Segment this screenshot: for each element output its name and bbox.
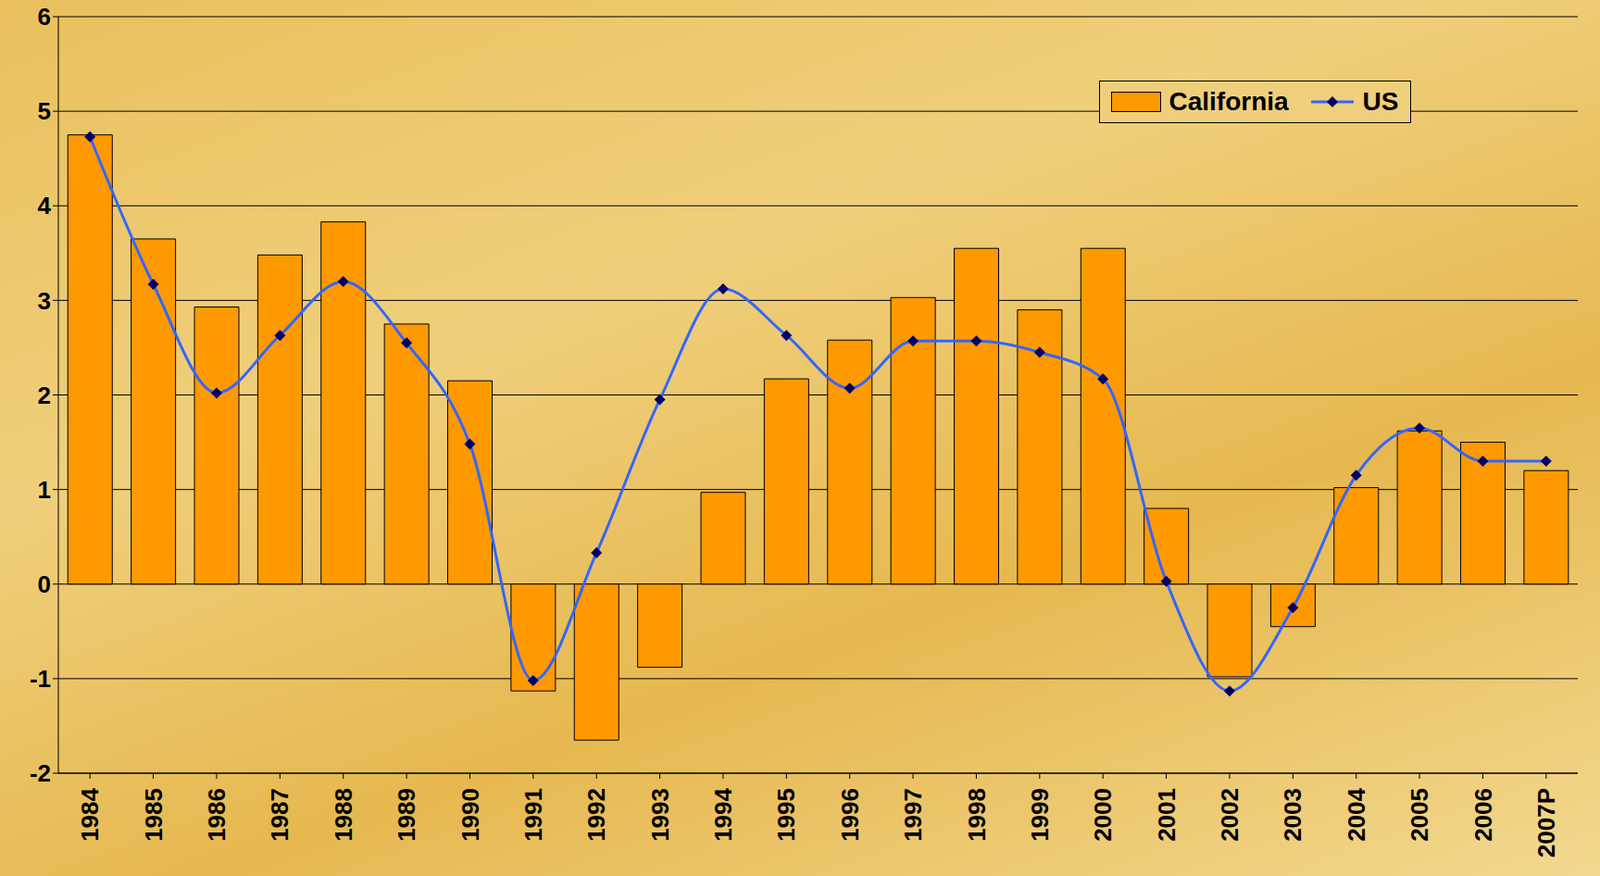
svg-text:1992: 1992 xyxy=(582,787,611,842)
svg-text:2007P: 2007P xyxy=(1532,787,1561,858)
svg-text:1990: 1990 xyxy=(456,787,485,842)
svg-text:1988: 1988 xyxy=(329,787,358,842)
html-text:US: US xyxy=(1362,87,1399,117)
svg-text:1991: 1991 xyxy=(519,787,548,842)
svg-text:1998: 1998 xyxy=(962,787,991,842)
svg-text:1997: 1997 xyxy=(899,787,927,842)
svg-text:2001: 2001 xyxy=(1152,787,1181,842)
svg-text:2: 2 xyxy=(37,381,51,410)
svg-text:6: 6 xyxy=(37,2,51,31)
svg-text:1999: 1999 xyxy=(1025,787,1054,842)
svg-text:1994: 1994 xyxy=(709,787,738,841)
svg-text:1: 1 xyxy=(37,475,51,504)
svg-text:2003: 2003 xyxy=(1278,787,1307,842)
svg-text:1996: 1996 xyxy=(836,787,864,842)
svg-text:2005: 2005 xyxy=(1405,787,1434,842)
svg-text:4: 4 xyxy=(37,191,52,220)
svg-text:-2: -2 xyxy=(29,759,51,788)
svg-text:2000: 2000 xyxy=(1088,787,1117,842)
svg-text:1987: 1987 xyxy=(265,787,294,842)
svg-text:2004: 2004 xyxy=(1342,787,1371,841)
svg-text:2006: 2006 xyxy=(1469,787,1498,842)
svg-text:3: 3 xyxy=(37,287,51,315)
svg-text:5: 5 xyxy=(37,97,51,125)
svg-text:-1: -1 xyxy=(29,664,51,693)
svg-text:1995: 1995 xyxy=(772,787,800,842)
svg-text:1984: 1984 xyxy=(75,787,104,841)
svg-text:1989: 1989 xyxy=(392,787,421,842)
svg-text:1985: 1985 xyxy=(139,787,168,842)
svg-text:1993: 1993 xyxy=(646,787,675,842)
svg-text:1986: 1986 xyxy=(202,787,231,842)
svg-text:0: 0 xyxy=(37,570,51,599)
html-text:California: California xyxy=(1168,87,1289,117)
svg-text:2002: 2002 xyxy=(1215,787,1244,842)
